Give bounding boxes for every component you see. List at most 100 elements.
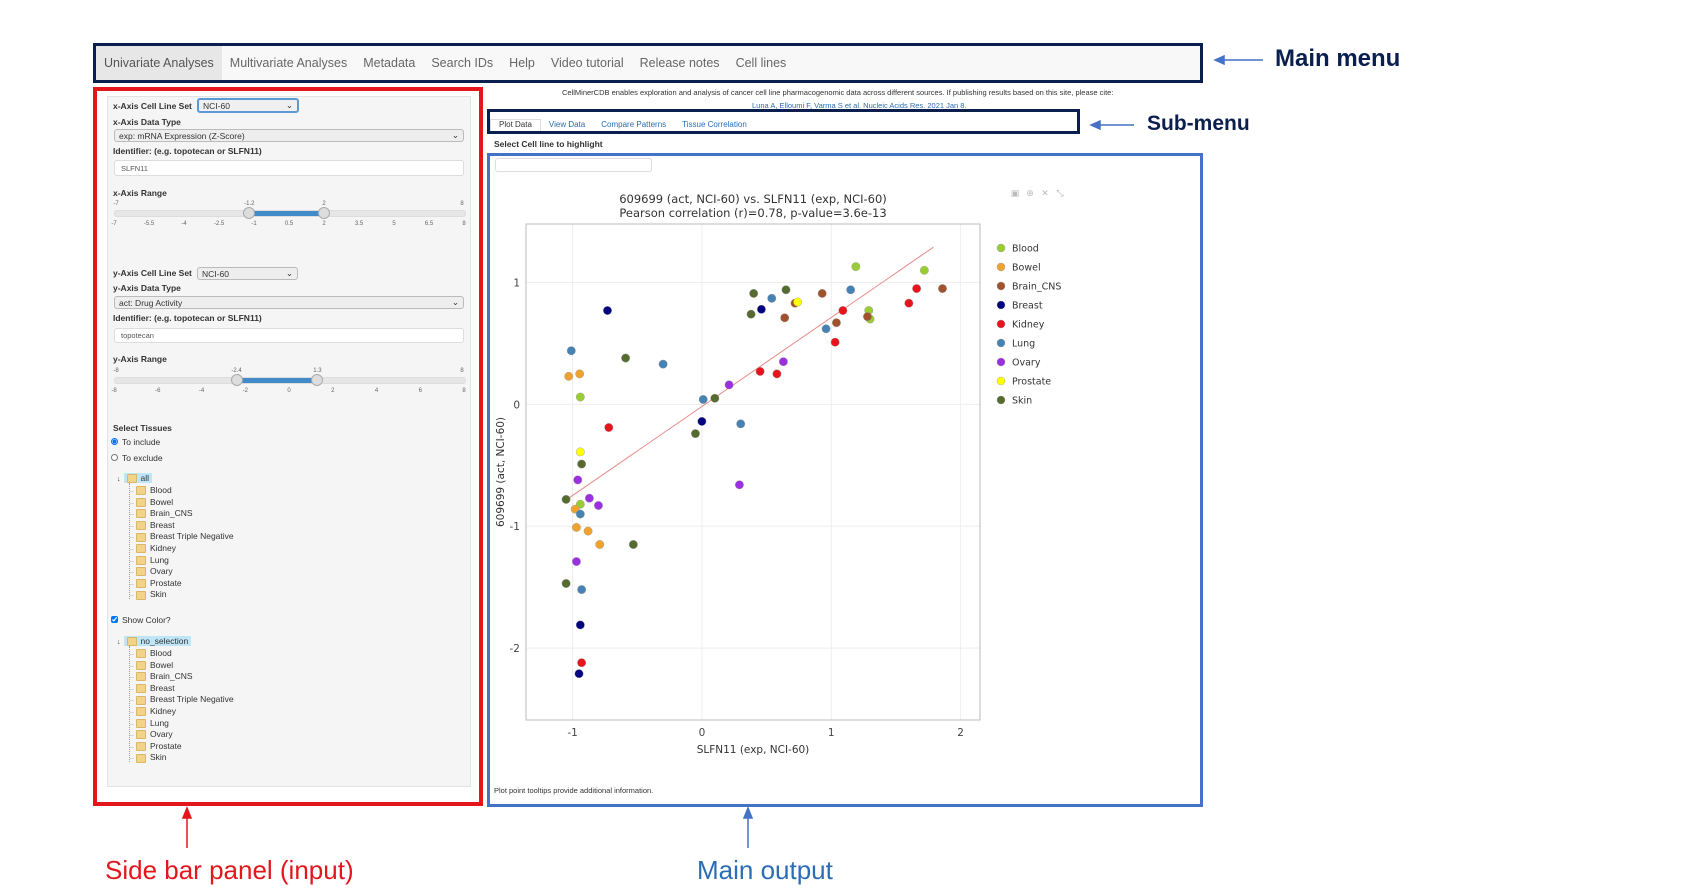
point-skin[interactable] — [561, 579, 571, 588]
point-kidney[interactable] — [912, 284, 922, 293]
tree-root[interactable]: ↓ no_selection — [117, 636, 192, 647]
tree-item[interactable]: -- Lung — [130, 718, 169, 728]
point-kidney[interactable] — [604, 423, 614, 432]
point-blood[interactable] — [575, 392, 585, 402]
point-lung[interactable] — [736, 419, 746, 429]
tree-item[interactable]: -- Brain_CNS — [130, 508, 193, 519]
reset-axes-icon[interactable]: ✕ — [1041, 189, 1049, 199]
point-skin[interactable] — [621, 353, 630, 363]
point-brain_cns[interactable] — [817, 289, 827, 298]
tree-item[interactable]: -- Blood — [130, 485, 172, 496]
point-lung[interactable] — [767, 293, 777, 303]
tree-item[interactable]: -- Breast — [130, 683, 175, 694]
point-skin[interactable] — [577, 459, 587, 469]
x-range-slider[interactable]: -7 8 -1.2 2 -7 -5.5 -4 -2.5 -1 0.5 2 3.5 5 6.5 8 — [111, 201, 466, 231]
point-kidney[interactable] — [577, 658, 587, 668]
tab-view-data[interactable]: View Data — [548, 120, 586, 129]
menu-univariate-analyses[interactable]: Univariate Analyses — [96, 46, 222, 80]
slider-high-handle[interactable] — [318, 207, 330, 219]
point-lung[interactable] — [846, 285, 856, 295]
point-skin[interactable] — [628, 540, 638, 549]
point-lung[interactable] — [566, 346, 576, 356]
menu-video-tutorial[interactable]: Video tutorial — [550, 56, 624, 70]
point-prostate[interactable] — [793, 297, 803, 307]
tree-item[interactable]: -- Skin — [130, 589, 167, 600]
show-color-checkbox[interactable] — [111, 616, 118, 623]
point-breast[interactable] — [574, 669, 584, 679]
point-lung[interactable] — [658, 359, 668, 369]
slider-high-handle[interactable] — [311, 374, 324, 386]
point-lung[interactable] — [577, 585, 587, 595]
point-skin[interactable] — [749, 289, 759, 298]
x-data-type-select[interactable]: exp: mRNA Expression (Z-Score) ⌄ — [114, 129, 464, 142]
y-identifier-input[interactable]: topotecan — [114, 328, 464, 343]
point-breast[interactable] — [757, 304, 766, 314]
tree-item[interactable]: -- Skin — [130, 752, 167, 763]
point-bowel[interactable] — [575, 369, 585, 379]
point-ovary[interactable] — [584, 493, 594, 503]
point-bowel[interactable] — [572, 523, 581, 532]
legend-marker[interactable] — [996, 262, 1006, 272]
highlight-cell-line-input[interactable] — [495, 158, 652, 172]
x-identifier-input[interactable]: SLFN11 — [114, 160, 464, 176]
point-blood[interactable] — [919, 265, 929, 275]
point-kidney[interactable] — [904, 298, 914, 308]
menu-metadata[interactable]: Metadata — [363, 56, 416, 70]
menu-multivariate-analyses[interactable]: Multivariate Analyses — [229, 56, 348, 70]
point-prostate[interactable] — [575, 447, 585, 457]
tree-item[interactable]: -- Breast — [130, 520, 175, 531]
point-bowel[interactable] — [583, 526, 593, 536]
slider-low-handle[interactable] — [230, 374, 243, 386]
tab-tissue-correlation[interactable]: Tissue Correlation — [682, 120, 747, 129]
menu-help[interactable]: Help — [509, 56, 535, 70]
menu-search-ids[interactable]: Search IDs — [431, 56, 494, 70]
point-kidney[interactable] — [830, 337, 840, 347]
zoom-icon[interactable]: ⊕ — [1026, 189, 1034, 199]
point-bowel[interactable] — [564, 371, 574, 381]
legend-marker[interactable] — [996, 243, 1006, 253]
point-ovary[interactable] — [724, 380, 734, 390]
point-ovary[interactable] — [594, 501, 603, 510]
y-cell-line-set-select[interactable]: NCI-60 ⌄ — [197, 267, 298, 280]
legend-marker[interactable] — [996, 281, 1006, 291]
point-kidney[interactable] — [772, 369, 782, 379]
y-range-slider[interactable]: -8 8 -2.4 1.3 -8 -6 -4 -2 0 2 4 6 8 — [111, 368, 466, 398]
tree-item[interactable]: -- Ovary — [130, 566, 173, 577]
include-radio[interactable] — [111, 438, 118, 445]
point-brain_cns[interactable] — [832, 318, 841, 328]
point-blood[interactable] — [851, 262, 861, 272]
tree-item[interactable]: -- Breast Triple Negative — [130, 694, 234, 705]
legend-marker[interactable] — [996, 395, 1006, 405]
tree-item[interactable]: -- Lung — [130, 555, 169, 565]
x-cell-line-set-select[interactable]: NCI-60 ⌄ — [197, 98, 299, 113]
tree-item[interactable]: -- Kidney — [130, 543, 176, 554]
point-skin[interactable] — [691, 429, 700, 439]
camera-icon[interactable]: ▣ — [1011, 189, 1020, 199]
point-kidney[interactable] — [755, 367, 765, 376]
citation-link[interactable]: Luna A, Elloumi F, Varma S et al. Nuclei… — [752, 101, 967, 110]
legend-marker[interactable] — [996, 300, 1006, 310]
tree-item[interactable]: -- Blood — [130, 648, 172, 659]
point-skin[interactable] — [746, 309, 756, 319]
point-lung[interactable] — [575, 509, 585, 519]
tree-item[interactable]: -- Bowel — [130, 660, 173, 670]
tree-item[interactable]: -- Prostate — [130, 578, 182, 589]
legend-marker[interactable] — [996, 319, 1006, 329]
point-brain_cns[interactable] — [863, 312, 872, 322]
point-kidney[interactable] — [838, 306, 848, 315]
tab-plot-data[interactable]: Plot Data — [490, 119, 541, 131]
tree-item[interactable]: -- Bowel — [130, 497, 173, 507]
point-breast[interactable] — [575, 620, 585, 630]
autoscale-icon[interactable]: ⤡ — [1056, 189, 1063, 199]
expand-toggle-icon[interactable]: ↓ — [117, 639, 121, 646]
point-bowel[interactable] — [595, 540, 605, 549]
point-lung[interactable] — [698, 395, 708, 404]
tab-compare-patterns[interactable]: Compare Patterns — [601, 120, 667, 129]
slider-low-handle[interactable] — [243, 207, 256, 219]
point-ovary[interactable] — [572, 557, 581, 566]
legend-marker[interactable] — [996, 338, 1006, 348]
point-brain_cns[interactable] — [938, 284, 947, 293]
show-color-option[interactable]: Show Color? — [111, 615, 171, 625]
menu-release-notes[interactable]: Release notes — [639, 56, 720, 70]
tree-item[interactable]: -- Breast Triple Negative — [130, 531, 234, 542]
